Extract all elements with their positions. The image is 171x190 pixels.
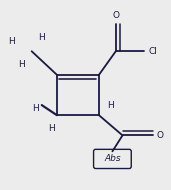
Text: H: H [49, 124, 55, 133]
Text: H: H [107, 101, 114, 110]
Text: H: H [32, 104, 38, 113]
Text: H: H [8, 37, 15, 46]
Text: Abs: Abs [104, 154, 121, 163]
Text: Cl: Cl [149, 47, 157, 56]
Text: H: H [38, 33, 45, 42]
Text: O: O [112, 11, 119, 20]
FancyBboxPatch shape [94, 149, 131, 169]
Text: O: O [157, 131, 164, 140]
Text: H: H [18, 60, 25, 69]
